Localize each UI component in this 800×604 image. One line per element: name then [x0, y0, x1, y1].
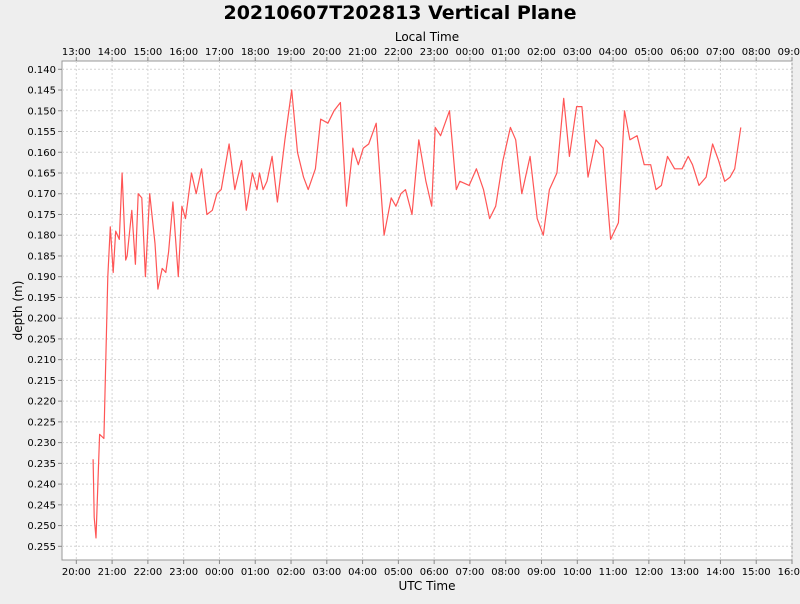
x2-tick-label: 18:00	[241, 47, 270, 58]
x-tick-label: 09:00	[527, 567, 556, 578]
x2-tick-label: 22:00	[384, 47, 413, 58]
y-tick-label: 0.150	[27, 106, 56, 117]
y-tick-label: 0.235	[27, 459, 56, 470]
x-tick-label: 03:00	[312, 567, 341, 578]
y-tick-label: 0.165	[27, 168, 56, 179]
y-tick-label: 0.215	[27, 376, 56, 387]
x-tick-label: 15:00	[742, 567, 771, 578]
series-layer	[92, 89, 742, 539]
ticks: 20:00 13:00 21:00 14:00 22:00 15:00 23:00 16:00…	[27, 47, 800, 578]
x2-tick-label: 04:00	[599, 47, 628, 58]
x2-tick-label: 13:00	[62, 47, 91, 58]
x2-tick-label: 08:00	[742, 47, 771, 58]
y-tick-label: 0.250	[27, 521, 56, 532]
chart-title: 20210607T202813 Vertical Plane	[223, 2, 576, 24]
x-tick-label: 14:00	[706, 567, 735, 578]
depth-axis-label: depth (m)	[11, 281, 25, 341]
x2-tick-label: 06:00	[670, 47, 699, 58]
x2-tick-label: 21:00	[348, 47, 377, 58]
x-tick-label: 13:00	[670, 567, 699, 578]
y-tick-label: 0.140	[27, 65, 56, 76]
y-tick-label: 0.240	[27, 480, 56, 491]
x2-tick-label: 19:00	[277, 47, 306, 58]
x-tick-label: 12:00	[634, 567, 663, 578]
x2-tick-label: 05:00	[634, 47, 663, 58]
x2-tick-label: 23:00	[420, 47, 449, 58]
y-tick-label: 0.190	[27, 272, 56, 283]
x-tick-label: 01:00	[241, 567, 270, 578]
y-tick-label: 0.185	[27, 251, 56, 262]
x-tick-label: 04:00	[348, 567, 377, 578]
x-tick-label: 11:00	[599, 567, 628, 578]
x-tick-label: 07:00	[456, 567, 485, 578]
x-tick-label: 22:00	[133, 567, 162, 578]
x-tick-label: 20:00	[62, 567, 91, 578]
x-tick-label: 08:00	[491, 567, 520, 578]
y-tick-label: 0.175	[27, 210, 56, 221]
x2-tick-label: 09:00	[778, 47, 800, 58]
x2-tick-label: 14:00	[98, 47, 127, 58]
y-tick-label: 0.180	[27, 231, 56, 242]
y-tick-label: 0.230	[27, 438, 56, 449]
x-tick-label: 06:00	[420, 567, 449, 578]
x-tick-label: 00:00	[205, 567, 234, 578]
x-tick-label: 21:00	[98, 567, 127, 578]
x2-tick-label: 01:00	[491, 47, 520, 58]
x-tick-label: 05:00	[384, 567, 413, 578]
local-time-axis-label: Local Time	[395, 30, 459, 44]
y-tick-label: 0.225	[27, 417, 56, 428]
y-tick-label: 0.200	[27, 314, 56, 325]
x2-tick-label: 02:00	[527, 47, 556, 58]
y-tick-label: 0.205	[27, 334, 56, 345]
y-tick-label: 0.160	[27, 148, 56, 159]
x-tick-label: 16:00	[778, 567, 800, 578]
y-tick-label: 0.155	[27, 127, 56, 138]
x2-tick-label: 07:00	[706, 47, 735, 58]
y-tick-label: 0.210	[27, 355, 56, 366]
y-tick-label: 0.255	[27, 542, 56, 553]
x2-tick-label: 20:00	[312, 47, 341, 58]
utc-time-axis-label: UTC Time	[399, 579, 456, 593]
y-tick-label: 0.195	[27, 293, 56, 304]
plot-area	[61, 60, 793, 561]
x-tick-label: 10:00	[563, 567, 592, 578]
x2-tick-label: 16:00	[169, 47, 198, 58]
x2-tick-label: 00:00	[456, 47, 485, 58]
x-tick-label: 23:00	[169, 567, 198, 578]
y-tick-label: 0.220	[27, 397, 56, 408]
grid	[62, 61, 793, 560]
y-tick-label: 0.170	[27, 189, 56, 200]
x-tick-label: 02:00	[277, 567, 306, 578]
x2-tick-label: 15:00	[133, 47, 162, 58]
x2-tick-label: 03:00	[563, 47, 592, 58]
depth-series-line	[92, 89, 742, 539]
y-tick-label: 0.145	[27, 86, 56, 97]
x2-tick-label: 17:00	[205, 47, 234, 58]
y-tick-label: 0.245	[27, 500, 56, 511]
